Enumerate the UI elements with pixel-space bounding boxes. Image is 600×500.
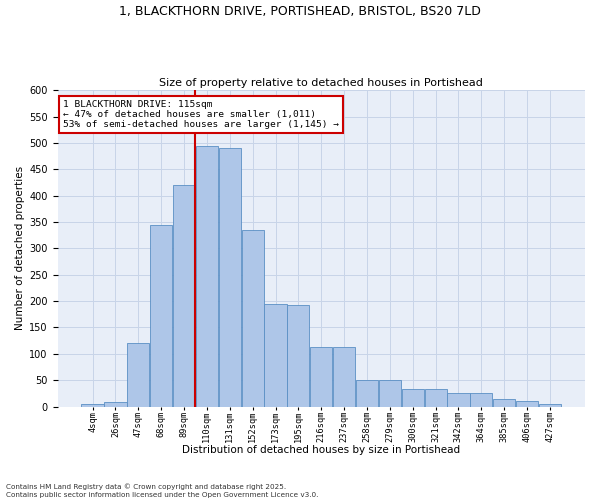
Text: 1, BLACKTHORN DRIVE, PORTISHEAD, BRISTOL, BS20 7LD: 1, BLACKTHORN DRIVE, PORTISHEAD, BRISTOL… xyxy=(119,5,481,18)
Bar xyxy=(127,344,149,406)
Bar xyxy=(356,380,378,406)
Bar xyxy=(448,394,470,406)
Bar xyxy=(516,402,538,406)
Bar xyxy=(173,185,195,406)
Text: Contains HM Land Registry data © Crown copyright and database right 2025.
Contai: Contains HM Land Registry data © Crown c… xyxy=(6,484,319,498)
Bar xyxy=(242,230,264,406)
Bar xyxy=(333,348,355,406)
Text: 1 BLACKTHORN DRIVE: 115sqm
← 47% of detached houses are smaller (1,011)
53% of s: 1 BLACKTHORN DRIVE: 115sqm ← 47% of deta… xyxy=(63,100,339,130)
Bar xyxy=(470,394,493,406)
Bar xyxy=(265,304,287,406)
Bar xyxy=(379,380,401,406)
Bar xyxy=(539,404,561,406)
Bar xyxy=(493,398,515,406)
Y-axis label: Number of detached properties: Number of detached properties xyxy=(15,166,25,330)
X-axis label: Distribution of detached houses by size in Portishead: Distribution of detached houses by size … xyxy=(182,445,460,455)
Bar xyxy=(150,224,172,406)
Bar xyxy=(287,305,310,406)
Bar xyxy=(401,389,424,406)
Bar xyxy=(218,148,241,406)
Bar xyxy=(196,146,218,406)
Bar xyxy=(425,389,446,406)
Bar xyxy=(310,348,332,406)
Bar xyxy=(104,402,127,406)
Bar xyxy=(82,404,104,406)
Title: Size of property relative to detached houses in Portishead: Size of property relative to detached ho… xyxy=(160,78,483,88)
